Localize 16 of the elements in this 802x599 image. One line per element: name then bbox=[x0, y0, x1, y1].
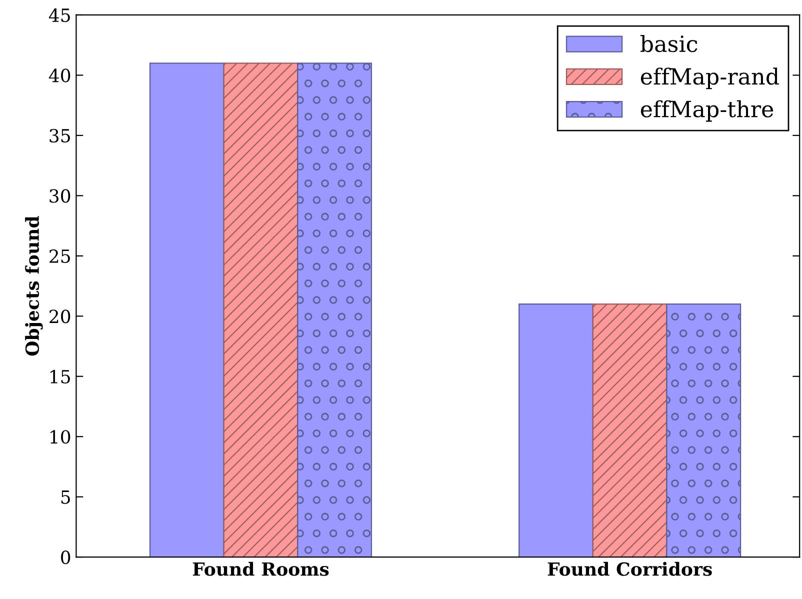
x-tick-label: Found Corridors bbox=[548, 562, 712, 576]
y-tick-label: 10 bbox=[50, 430, 70, 444]
legend-label: effMap-rand bbox=[640, 68, 779, 90]
y-tick-label: 25 bbox=[50, 249, 70, 264]
y-tick-label: 40 bbox=[48, 68, 70, 82]
y-tick-label: 45 bbox=[48, 8, 70, 22]
y-tick-label: 15 bbox=[50, 370, 70, 384]
y-tick-label: 35 bbox=[50, 128, 70, 143]
legend-label: effMap-thre bbox=[640, 100, 774, 122]
y-axis-title: Objects found bbox=[25, 216, 43, 356]
y-tick-label: 20 bbox=[50, 310, 70, 324]
y-tick-label: 5 bbox=[61, 490, 70, 504]
y-tick-label: 30 bbox=[50, 189, 70, 203]
legend-label: basic bbox=[640, 34, 698, 52]
y-tick-label: 0 bbox=[61, 550, 70, 564]
x-tick-label: Found Rooms bbox=[192, 562, 329, 576]
